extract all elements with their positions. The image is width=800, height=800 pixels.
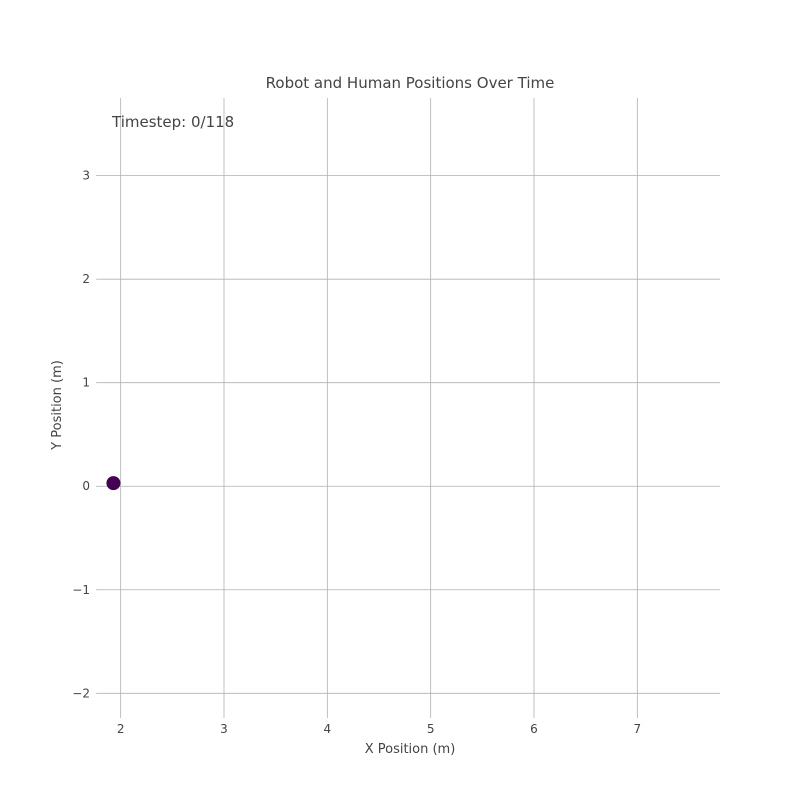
x-tick-label: 3 [220, 722, 228, 736]
data-points [106, 476, 121, 491]
x-tick-label: 7 [634, 722, 642, 736]
y-tick-label: 1 [82, 376, 90, 390]
y-axis-label: Y Position (m) [50, 360, 65, 451]
x-tick-label: 2 [117, 722, 125, 736]
grid [100, 98, 720, 714]
y-tick-label: −2 [72, 686, 90, 700]
x-tick-label: 6 [530, 722, 538, 736]
x-axis-label: X Position (m) [365, 742, 456, 757]
y-tick-label: 2 [82, 272, 90, 286]
y-tick-label: −1 [72, 583, 90, 597]
chart-title: Robot and Human Positions Over Time [266, 74, 555, 92]
y-tick-label: 0 [82, 479, 90, 493]
axis-ticks: 2 3 4 5 6 7 −2 −1 0 1 2 3 [72, 169, 641, 736]
position-marker [106, 476, 121, 491]
timestep-annotation: Timestep: 0/118 [111, 113, 234, 131]
x-tick-label: 5 [427, 722, 435, 736]
y-tick-label: 3 [82, 169, 90, 183]
x-tick-label: 4 [324, 722, 332, 736]
